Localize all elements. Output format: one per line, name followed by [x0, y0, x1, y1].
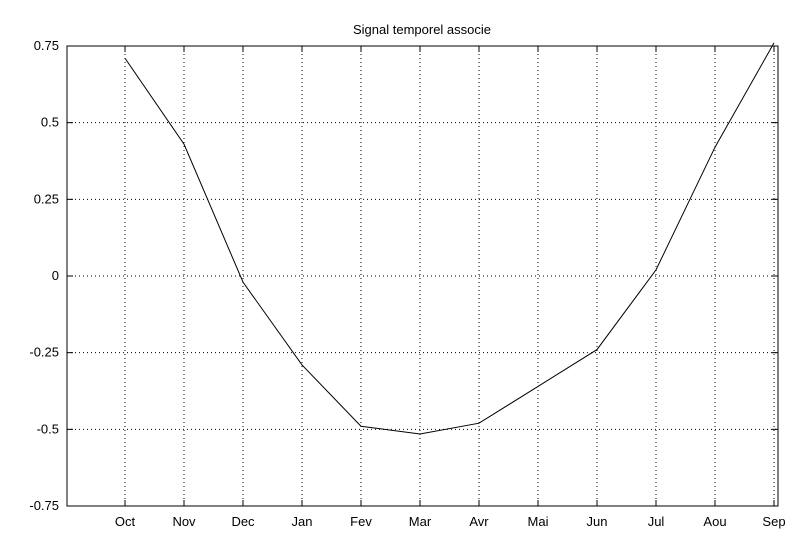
series-layer — [124, 42, 775, 435]
x-tick-label: Jun — [587, 514, 608, 529]
y-tick-label: 0.5 — [41, 115, 59, 130]
x-tick-label: Dec — [231, 514, 255, 529]
grid-lines — [67, 46, 778, 506]
x-axis: Oct Nov Dec Jan Fev Mar Avr Mai Jun Jul Aou Sep — [115, 46, 786, 529]
x-tick-label: Mar — [409, 514, 432, 529]
y-tick-label: 0.25 — [34, 191, 59, 206]
x-tick-label: Jul — [648, 514, 665, 529]
y-axis: 0.75 0.5 0.25 0 -0.25 -0.5 -0.75 — [29, 38, 778, 513]
x-tick-label: Avr — [469, 514, 489, 529]
x-tick-label: Nov — [172, 514, 196, 529]
x-tick-label: Aou — [703, 514, 726, 529]
y-tick-label: 0 — [52, 268, 59, 283]
x-tick-label: Fev — [350, 514, 372, 529]
x-tick-label: Jan — [292, 514, 313, 529]
y-tick-label: 0.75 — [34, 38, 59, 53]
x-tick-label: Oct — [115, 514, 136, 529]
x-tick-label: Sep — [762, 514, 785, 529]
series-line — [124, 42, 775, 435]
y-tick-label: -0.25 — [29, 345, 59, 360]
chart-title: Signal temporel associe — [353, 22, 491, 37]
x-tick-label: Mai — [528, 514, 549, 529]
y-tick-label: -0.75 — [29, 498, 59, 513]
y-tick-label: -0.5 — [37, 421, 59, 436]
